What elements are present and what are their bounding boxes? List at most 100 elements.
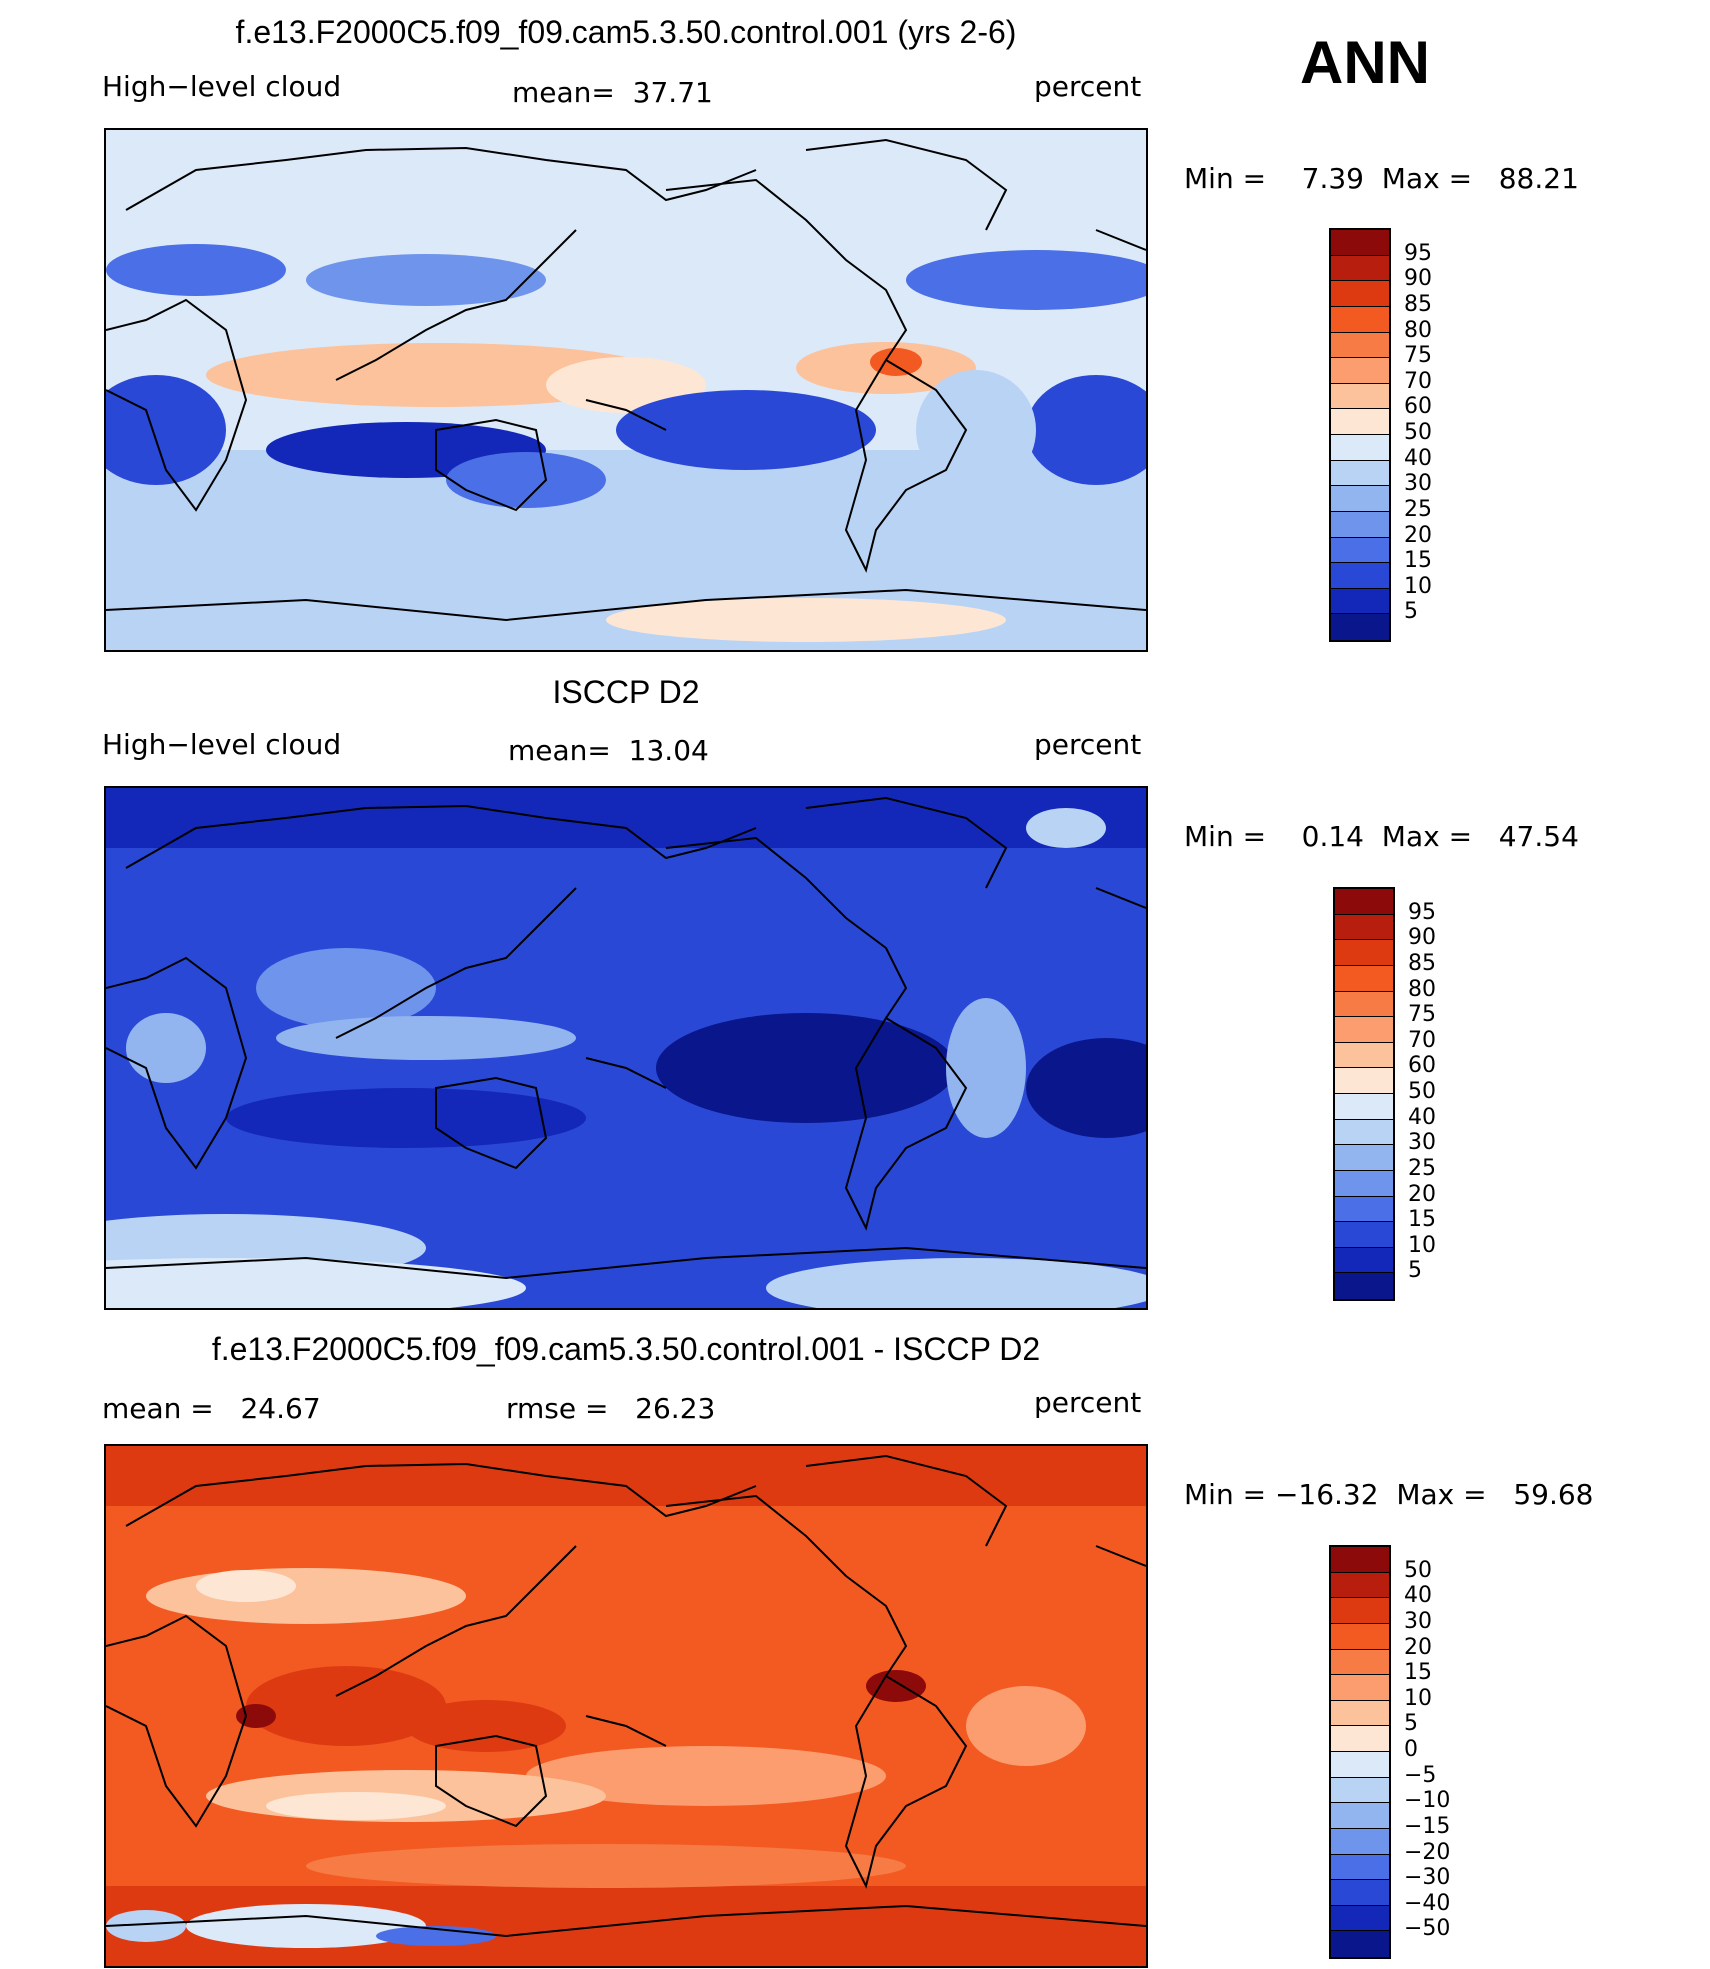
colorbar-swatch: [1331, 1700, 1389, 1727]
colorbar-tick-label: 50: [1404, 420, 1432, 445]
colorbar-swatch: [1331, 460, 1389, 487]
colorbar-tick-label: 30: [1404, 471, 1432, 497]
colorbar-swatch: [1331, 1726, 1389, 1752]
panel-3-title: f.e13.F2000C5.f09_f09.cam5.3.50.control.…: [211, 1331, 1041, 1367]
colorbar-tick-label: 10: [1404, 1685, 1432, 1711]
colorbar-tick-label: 25: [1404, 496, 1432, 522]
colorbar-tick-label: 50: [1404, 1557, 1432, 1583]
colorbar-tick-label: 80: [1408, 976, 1436, 1002]
colorbar-swatch: [1331, 358, 1389, 384]
panel-2-variable-label: High−level cloud: [102, 728, 342, 761]
colorbar-swatch: [1335, 1196, 1393, 1223]
panel-1-units-label: percent: [1034, 70, 1142, 103]
colorbar-tick-label: 20: [1404, 522, 1432, 548]
colorbar-tick-label: 90: [1404, 266, 1432, 292]
colorbar-swatch: [1331, 1854, 1389, 1881]
panel-1-colorbar: [1329, 228, 1391, 642]
panel-2-title: ISCCP D2: [552, 674, 700, 710]
panel-2-colorbar-ticks: 95 90 85 80 75 70 60 50 40 30 25 20 15 10 5: [1408, 887, 1488, 1297]
colorbar-tick-label: 75: [1408, 1002, 1436, 1028]
colorbar-tick-label: 95: [1404, 240, 1432, 266]
colorbar-swatch: [1335, 914, 1393, 941]
colorbar-swatch: [1331, 435, 1389, 461]
colorbar-swatch: [1335, 1273, 1393, 1299]
panel-2-map: [104, 786, 1148, 1310]
panel-1-title: f.e13.F2000C5.f09_f09.cam5.3.50.control.…: [235, 14, 1017, 50]
colorbar-swatch: [1331, 1777, 1389, 1804]
panel-3-units-label: percent: [1034, 1386, 1142, 1419]
panel-3-map: [104, 1444, 1148, 1968]
colorbar-swatch: [1331, 332, 1389, 359]
colorbar-swatch: [1331, 588, 1389, 615]
colorbar-swatch: [1331, 409, 1389, 435]
panel-2-colorbar: [1333, 887, 1395, 1301]
panel-2-units-label: percent: [1034, 728, 1142, 761]
colorbar-tick-label: 40: [1404, 1583, 1432, 1609]
colorbar-tick-label: −15: [1404, 1813, 1451, 1839]
colorbar-swatch: [1331, 1649, 1389, 1676]
colorbar-swatch: [1335, 991, 1393, 1018]
colorbar-swatch: [1335, 1222, 1393, 1248]
colorbar-tick-label: 40: [1408, 1104, 1436, 1130]
colorbar-tick-label: 15: [1404, 548, 1432, 574]
colorbar-swatch: [1335, 1068, 1393, 1094]
colorbar-tick-label: 40: [1404, 445, 1432, 471]
colorbar-tick-label: 20: [1408, 1181, 1436, 1207]
colorbar-swatch: [1335, 940, 1393, 966]
panel-3-rmse-label: rmse = 26.23: [506, 1392, 716, 1425]
colorbar-swatch: [1331, 383, 1389, 410]
colorbar-tick-label: 70: [1404, 368, 1432, 394]
colorbar-swatch: [1331, 1623, 1389, 1650]
colorbar-swatch: [1331, 281, 1389, 307]
colorbar-swatch: [1335, 1145, 1393, 1171]
colorbar-tick-label: 5: [1408, 1258, 1422, 1284]
panel-3-minmax: Min = −16.32 Max = 59.68: [1184, 1478, 1594, 1511]
panel-3-colorbar: [1329, 1545, 1391, 1959]
colorbar-swatch: [1335, 965, 1393, 992]
colorbar-swatch: [1331, 306, 1389, 333]
colorbar-tick-label: −30: [1404, 1865, 1451, 1891]
colorbar-tick-label: 60: [1404, 394, 1432, 420]
colorbar-swatch: [1331, 1572, 1389, 1599]
season-label: ANN: [1300, 29, 1430, 96]
colorbar-swatch: [1335, 1042, 1393, 1069]
colorbar-swatch: [1335, 889, 1393, 915]
colorbar-swatch: [1331, 1547, 1389, 1573]
colorbar-swatch: [1331, 1931, 1389, 1957]
colorbar-swatch: [1331, 1803, 1389, 1829]
colorbar-tick-label: 50: [1408, 1079, 1436, 1104]
panel-1-minmax: Min = 7.39 Max = 88.21: [1184, 162, 1579, 195]
colorbar-tick-label: 25: [1408, 1155, 1436, 1181]
colorbar-swatch: [1331, 1905, 1389, 1932]
panel-3-mean-label: mean = 24.67: [102, 1392, 321, 1425]
colorbar-swatch: [1331, 1880, 1389, 1906]
panel-1-mean-label: mean= 37.71: [512, 76, 713, 109]
colorbar-swatch: [1331, 255, 1389, 282]
colorbar-tick-label: 90: [1408, 925, 1436, 951]
colorbar-swatch: [1335, 1170, 1393, 1197]
colorbar-tick-label: 15: [1408, 1207, 1436, 1233]
colorbar-tick-label: −20: [1404, 1839, 1451, 1865]
colorbar-swatch: [1335, 1094, 1393, 1120]
colorbar-swatch: [1331, 1828, 1389, 1855]
colorbar-swatch: [1331, 1675, 1389, 1701]
colorbar-swatch: [1331, 537, 1389, 564]
colorbar-tick-label: 30: [1404, 1608, 1432, 1634]
panel-1-variable-label: High−level cloud: [102, 70, 342, 103]
colorbar-tick-label: 5: [1404, 599, 1418, 625]
colorbar-swatch: [1331, 563, 1389, 589]
colorbar-tick-label: 85: [1408, 950, 1436, 976]
colorbar-tick-label: −5: [1404, 1762, 1437, 1788]
panel-2-minmax: Min = 0.14 Max = 47.54: [1184, 820, 1579, 853]
colorbar-swatch: [1331, 614, 1389, 640]
colorbar-swatch: [1331, 486, 1389, 512]
colorbar-tick-label: 10: [1404, 573, 1432, 599]
colorbar-tick-label: −10: [1404, 1788, 1451, 1814]
colorbar-tick-label: 30: [1408, 1130, 1436, 1156]
colorbar-swatch: [1335, 1247, 1393, 1274]
colorbar-tick-label: −40: [1404, 1890, 1451, 1916]
colorbar-swatch: [1331, 511, 1389, 538]
colorbar-swatch: [1331, 1752, 1389, 1778]
panel-1-map: [104, 128, 1148, 652]
colorbar-tick-label: 20: [1404, 1634, 1432, 1660]
